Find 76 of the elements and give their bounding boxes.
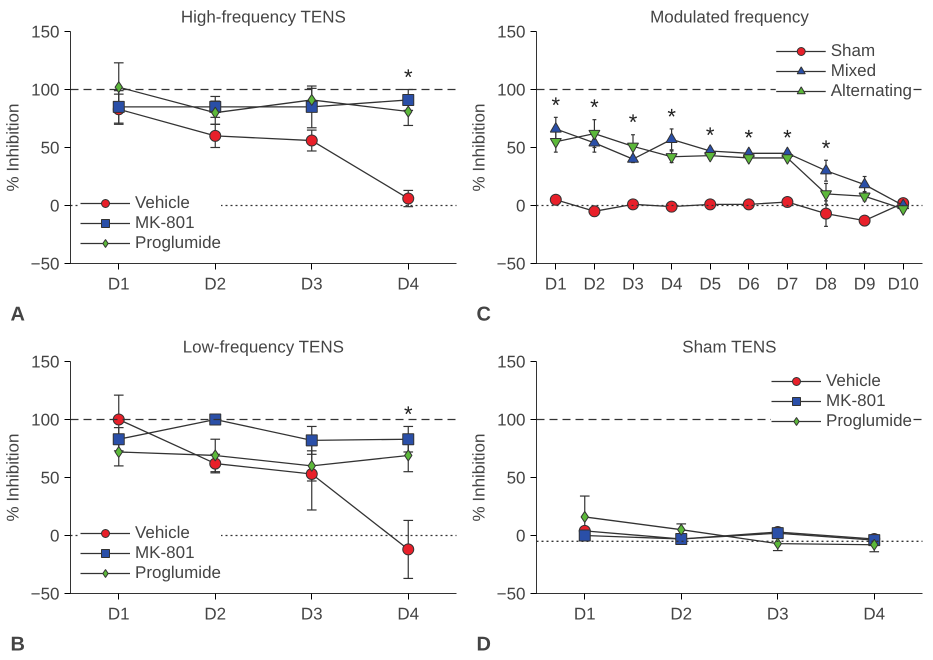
y-tick-label: 150: [497, 22, 526, 42]
x-tick-label: D4: [397, 274, 420, 294]
y-tick-label: 100: [497, 80, 526, 100]
legend-label: Proglumide: [826, 411, 912, 431]
x-tick-label: D9: [854, 274, 876, 294]
text: A: [10, 304, 25, 326]
y-tick-label: 100: [497, 410, 526, 430]
x-tick-label: D2: [204, 274, 226, 294]
x-tick-label: D1: [108, 604, 130, 624]
x-tick-label: D1: [574, 604, 596, 624]
y-tick-label: 50: [40, 138, 60, 158]
x-tick-label: D5: [699, 274, 722, 294]
x-tick-label: D6: [738, 274, 760, 294]
y-tick-label: 50: [506, 138, 526, 158]
y-tick-label: 150: [31, 352, 60, 372]
x-tick-label: D2: [204, 604, 226, 624]
y-tick-label: −50: [30, 584, 60, 604]
legend-label: MK-801: [135, 213, 195, 233]
y-tick-label: 150: [31, 22, 60, 42]
y-tick-label: 50: [40, 468, 60, 488]
annotation: *: [552, 92, 561, 118]
y-tick-label: 0: [50, 196, 60, 216]
y-tick-label: −50: [30, 254, 60, 274]
y-tick-label: 50: [506, 468, 526, 488]
legend-label: Vehicle: [826, 371, 881, 391]
legend-label: Mixed: [830, 61, 876, 81]
legend-label: Vehicle: [135, 193, 190, 213]
x-tick-label: D10: [888, 274, 919, 294]
y-tick-label: 150: [497, 352, 526, 372]
annotation: *: [628, 110, 638, 135]
x-tick-label: D3: [766, 604, 789, 624]
y-tick-label: 0: [516, 526, 526, 546]
x-tick-label: D8: [815, 274, 837, 294]
text: C: [476, 304, 491, 326]
annotation: *: [667, 104, 676, 129]
annotation: *: [590, 94, 600, 120]
x-tick-label: D1: [108, 274, 130, 294]
y-tick-label: 100: [31, 80, 60, 100]
y-axis-title: % Inhibition: [470, 104, 489, 192]
legend-label: Vehicle: [135, 523, 190, 543]
y-tick-label: 0: [50, 526, 60, 546]
y-axis-title: % Inhibition: [470, 434, 489, 522]
x-tick-label: D4: [863, 604, 886, 624]
legend-label: Sham: [830, 41, 876, 61]
annotation: *: [706, 122, 715, 148]
y-tick-label: 0: [516, 196, 526, 216]
x-tick-label: D2: [584, 274, 606, 294]
chart-title: Low-frequency TENS: [182, 338, 344, 356]
y-tick-label: 100: [31, 410, 60, 430]
annotation: *: [404, 401, 413, 426]
x-tick-label: D3: [300, 604, 323, 624]
annotation: *: [783, 124, 792, 150]
y-axis-title: % Inhibition: [4, 434, 23, 522]
x-tick-label: D7: [776, 274, 798, 294]
annotation: *: [744, 124, 754, 150]
chart-title: Sham TENS: [682, 338, 776, 356]
y-axis-title: % Inhibition: [4, 104, 23, 192]
legend-label: Alternating: [830, 81, 912, 101]
legend-label: MK-801: [135, 543, 195, 563]
x-tick-label: D4: [660, 274, 682, 294]
annotation: *: [822, 135, 831, 160]
legend-label: MK-801: [826, 391, 886, 411]
text: B: [10, 634, 25, 656]
legend-label: Proglumide: [135, 563, 221, 583]
legend-label: Proglumide: [135, 233, 221, 253]
x-tick-label: D4: [397, 604, 420, 624]
y-tick-label: −50: [496, 254, 526, 274]
x-tick-label: D3: [622, 274, 644, 294]
x-tick-label: D2: [670, 604, 692, 624]
annotation: *: [404, 64, 413, 90]
x-tick-label: D3: [300, 274, 323, 294]
chart-title: High-frequency TENS: [180, 8, 346, 26]
y-tick-label: −50: [496, 584, 526, 604]
chart-title: Modulated frequency: [650, 8, 810, 26]
text: D: [476, 634, 491, 656]
x-tick-label: D1: [544, 274, 567, 294]
